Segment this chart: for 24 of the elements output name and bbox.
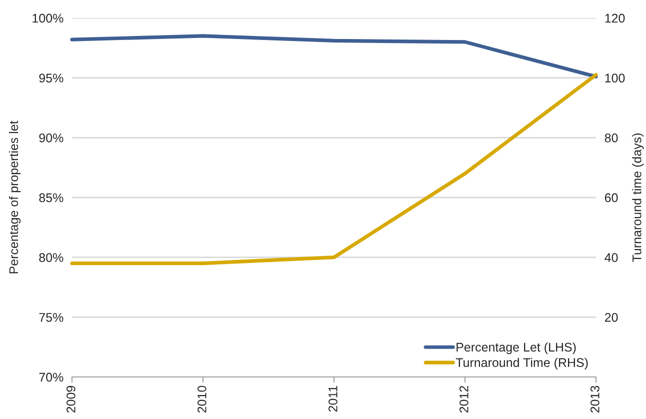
- line-series: [70, 73, 598, 266]
- line-series: [70, 34, 598, 78]
- y2-tick-label: 100: [605, 74, 625, 82]
- legend-label: Turnaround Time (RHS): [456, 358, 588, 370]
- y2-tick-label: 40: [604, 253, 618, 262]
- x-tick-label: 2013: [590, 386, 600, 413]
- y2-tick-label: 120: [605, 14, 625, 23]
- y2-tick-label: 20: [604, 312, 618, 322]
- x-tick-label: 2010: [198, 386, 206, 413]
- x-tick-label: 2009: [66, 386, 76, 413]
- x-tick-label: 2011: [328, 386, 338, 412]
- y-tick-label: 80%: [39, 253, 64, 262]
- y2-axis-title: Turnaround time (days): [632, 134, 644, 262]
- y-tick-label: 95%: [39, 74, 64, 82]
- x-tick-label: 2012: [460, 386, 468, 413]
- y-tick-label: 90%: [39, 133, 64, 142]
- y-axis-title: Percentage of properties let: [8, 120, 21, 274]
- y2-tick-label: 60: [604, 193, 618, 202]
- y-tick-label: 85%: [39, 193, 64, 202]
- y-tick-label: 75%: [39, 313, 64, 322]
- y2-tick-label: 80: [604, 133, 618, 142]
- y-tick-label: 70%: [39, 372, 64, 382]
- legend-label: Percentage Let (LHS): [456, 342, 576, 354]
- y-tick-label: 100%: [32, 14, 64, 23]
